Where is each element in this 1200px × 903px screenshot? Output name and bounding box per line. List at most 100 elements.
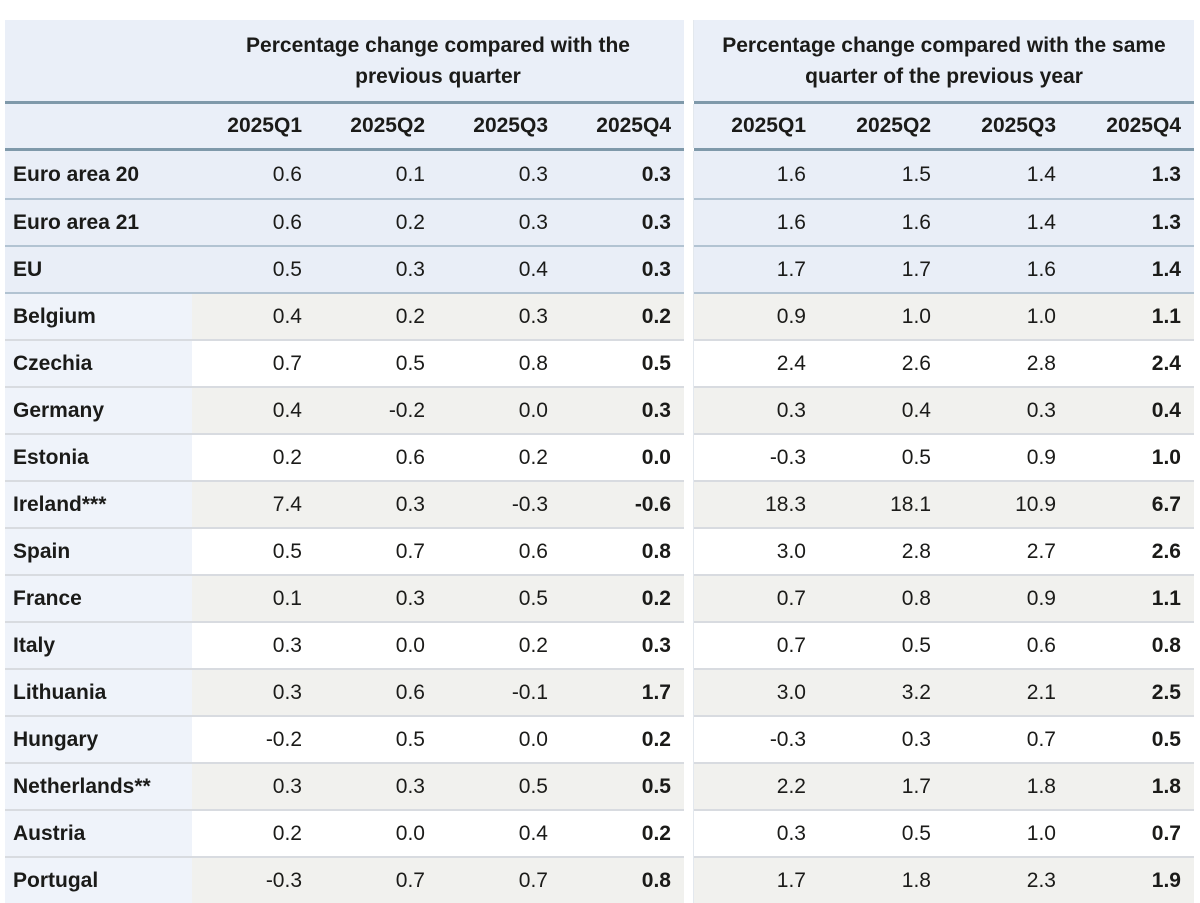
yoy-value-cell: 0.4 — [1069, 386, 1194, 433]
section-divider — [684, 809, 694, 856]
section-divider — [684, 856, 694, 903]
qoq-value-cell: 0.5 — [438, 574, 561, 621]
qoq-value-cell: 0.4 — [192, 386, 315, 433]
qoq-value-cell: 0.3 — [315, 574, 438, 621]
qoq-value-cell: 0.8 — [561, 527, 684, 574]
qoq-value-cell: -0.3 — [192, 856, 315, 903]
group-header-qoq: Percentage change compared with the prev… — [192, 20, 684, 101]
table-row: France 0.1 0.3 0.5 0.2 0.7 0.8 0.9 1.1 — [5, 574, 1194, 621]
yoy-value-cell: 1.1 — [1069, 574, 1194, 621]
yoy-value-cell: 3.2 — [819, 668, 944, 715]
yoy-value-cell: 1.4 — [944, 151, 1069, 198]
table-row: Lithuania 0.3 0.6 -0.1 1.7 3.0 3.2 2.1 2.5 — [5, 668, 1194, 715]
yoy-value-cell: 2.8 — [944, 339, 1069, 386]
yoy-value-cell: 0.5 — [819, 433, 944, 480]
separator-segment — [5, 148, 684, 151]
qoq-value-cell: 0.7 — [315, 856, 438, 903]
qoq-value-cell: 0.5 — [561, 339, 684, 386]
qoq-value-cell: 0.0 — [315, 621, 438, 668]
yoy-value-cell: 0.3 — [694, 809, 819, 856]
yoy-value-cell: 1.6 — [694, 198, 819, 245]
group-header-qoq-label: Percentage change compared with the prev… — [246, 33, 630, 88]
qoq-value-cell: 0.3 — [192, 762, 315, 809]
qoq-value-cell: 0.6 — [192, 198, 315, 245]
qoq-value-cell: 0.5 — [561, 762, 684, 809]
qoq-value-cell: -0.2 — [192, 715, 315, 762]
qoq-value-cell: 0.2 — [192, 809, 315, 856]
qoq-value-cell: 0.2 — [561, 574, 684, 621]
yoy-value-cell: 1.0 — [944, 292, 1069, 339]
table-row: Euro area 20 0.6 0.1 0.3 0.3 1.6 1.5 1.4 1.3 — [5, 151, 1194, 198]
yoy-value-cell: 2.5 — [1069, 668, 1194, 715]
section-divider — [684, 292, 694, 339]
section-divider — [684, 151, 694, 198]
quarter-header-row: 2025Q1 2025Q2 2025Q3 2025Q4 2025Q1 2025Q… — [5, 104, 1194, 148]
row-label: Belgium — [5, 292, 192, 339]
yoy-value-cell: 2.4 — [1069, 339, 1194, 386]
row-label: Germany — [5, 386, 192, 433]
qoq-value-cell: 0.2 — [315, 198, 438, 245]
qoq-value-cell: 0.2 — [438, 621, 561, 668]
qoq-value-cell: 0.0 — [438, 386, 561, 433]
yoy-value-cell: 0.6 — [944, 621, 1069, 668]
table-row: Italy 0.3 0.0 0.2 0.3 0.7 0.5 0.6 0.8 — [5, 621, 1194, 668]
qoq-value-cell: 0.5 — [438, 762, 561, 809]
qoq-value-cell: -0.6 — [561, 480, 684, 527]
yoy-value-cell: 1.7 — [819, 245, 944, 292]
yoy-value-cell: 1.3 — [1069, 151, 1194, 198]
yoy-value-cell: 0.5 — [1069, 715, 1194, 762]
quarter-header-qoq-q1: 2025Q1 — [192, 104, 315, 148]
row-label: Euro area 20 — [5, 151, 192, 198]
quarter-corner-cell — [5, 104, 192, 148]
qoq-value-cell: 0.3 — [561, 245, 684, 292]
yoy-value-cell: 6.7 — [1069, 480, 1194, 527]
yoy-value-cell: 0.7 — [694, 621, 819, 668]
yoy-value-cell: 10.9 — [944, 480, 1069, 527]
table-row: Ireland*** 7.4 0.3 -0.3 -0.6 18.3 18.1 10.9 6.7 — [5, 480, 1194, 527]
qoq-value-cell: 0.3 — [561, 621, 684, 668]
table-body: Euro area 20 0.6 0.1 0.3 0.3 1.6 1.5 1.4 1.3 Euro… — [5, 151, 1194, 903]
yoy-value-cell: 1.6 — [944, 245, 1069, 292]
qoq-value-cell: 0.7 — [315, 527, 438, 574]
yoy-value-cell: -0.3 — [694, 433, 819, 480]
yoy-value-cell: 1.7 — [694, 245, 819, 292]
row-label: Hungary — [5, 715, 192, 762]
corner-cell — [5, 20, 192, 101]
yoy-value-cell: 1.6 — [694, 151, 819, 198]
yoy-value-cell: 0.9 — [694, 292, 819, 339]
row-label: Austria — [5, 809, 192, 856]
qoq-value-cell: 0.0 — [315, 809, 438, 856]
section-divider — [684, 621, 694, 668]
section-divider — [684, 245, 694, 292]
row-label: EU — [5, 245, 192, 292]
yoy-value-cell: 1.8 — [819, 856, 944, 903]
yoy-value-cell: 1.6 — [819, 198, 944, 245]
yoy-value-cell: 1.8 — [944, 762, 1069, 809]
quarter-header-yoy-q2: 2025Q2 — [819, 104, 944, 148]
section-divider — [684, 574, 694, 621]
yoy-value-cell: 0.5 — [819, 621, 944, 668]
yoy-value-cell: 1.0 — [1069, 433, 1194, 480]
yoy-value-cell: 0.5 — [819, 809, 944, 856]
yoy-value-cell: 1.7 — [694, 856, 819, 903]
yoy-value-cell: 2.3 — [944, 856, 1069, 903]
row-label: Lithuania — [5, 668, 192, 715]
qoq-value-cell: 0.3 — [438, 151, 561, 198]
row-label: Czechia — [5, 339, 192, 386]
yoy-value-cell: 0.3 — [819, 715, 944, 762]
qoq-value-cell: 0.5 — [192, 245, 315, 292]
gdp-growth-table: Percentage change compared with the prev… — [5, 20, 1194, 903]
section-divider — [684, 386, 694, 433]
yoy-value-cell: 0.8 — [819, 574, 944, 621]
section-divider — [684, 527, 694, 574]
qoq-value-cell: 0.4 — [438, 245, 561, 292]
row-label: France — [5, 574, 192, 621]
yoy-value-cell: 1.1 — [1069, 292, 1194, 339]
yoy-value-cell: 0.4 — [819, 386, 944, 433]
yoy-value-cell: 1.4 — [944, 198, 1069, 245]
yoy-value-cell: 2.2 — [694, 762, 819, 809]
qoq-value-cell: 0.3 — [315, 245, 438, 292]
group-header-row: Percentage change compared with the prev… — [5, 20, 1194, 101]
qoq-value-cell: 0.0 — [438, 715, 561, 762]
qoq-value-cell: 0.2 — [315, 292, 438, 339]
